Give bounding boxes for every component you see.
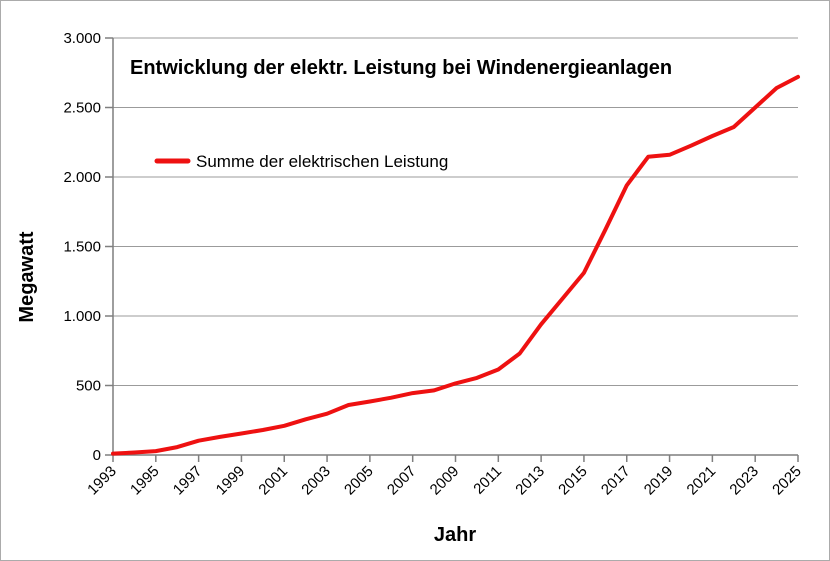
y-tick-label: 500 [76,378,101,395]
y-tick-label: 2.000 [63,169,101,186]
y-tick-label: 1.000 [63,308,101,325]
y-tick-label: 3.000 [63,30,101,47]
y-axis-title: Megawatt [16,231,38,322]
chart-title: Entwicklung der elektr. Leistung bei Win… [130,57,672,79]
y-tick-label: 0 [93,447,101,464]
series-line [111,74,800,456]
legend-label: Summe der elektrischen Leistung [196,152,448,171]
y-tick-label: 1.500 [63,239,101,256]
x-axis-title: Jahr [434,524,476,546]
y-tick-label: 2.500 [63,100,101,117]
legend: Summe der elektrischen Leistung [154,152,448,171]
series-line-layer [111,74,800,456]
gridlines [113,37,798,386]
